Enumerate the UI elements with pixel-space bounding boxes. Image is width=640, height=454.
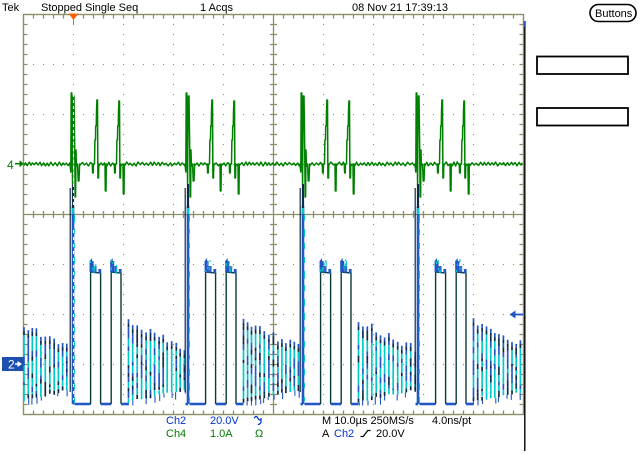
- svg-text:08 Nov 21 17:39:13: 08 Nov 21 17:39:13: [352, 2, 448, 14]
- svg-text:Ch2: Ch2: [166, 415, 186, 427]
- svg-text:1.0A: 1.0A: [210, 428, 233, 440]
- svg-text:Buttons: Buttons: [595, 8, 633, 20]
- svg-text:1 Acqs: 1 Acqs: [200, 2, 234, 14]
- svg-text:Tek: Tek: [2, 2, 20, 14]
- svg-text:M 10.0µs 250MS/s: M 10.0µs 250MS/s: [322, 415, 414, 427]
- svg-text:A: A: [322, 428, 330, 440]
- svg-text:4: 4: [7, 158, 14, 172]
- svg-text:20.0V: 20.0V: [376, 428, 405, 440]
- svg-text:20.0V: 20.0V: [210, 415, 239, 427]
- svg-text:Ch2: Ch2: [334, 428, 354, 440]
- svg-text:Single Seq: Single Seq: [85, 2, 138, 14]
- svg-text:2: 2: [8, 358, 15, 372]
- svg-text:Stopped: Stopped: [41, 2, 82, 14]
- svg-text:Ω: Ω: [255, 428, 263, 440]
- svg-text:4.0ns/pt: 4.0ns/pt: [432, 415, 471, 427]
- svg-text:Ch4: Ch4: [166, 428, 186, 440]
